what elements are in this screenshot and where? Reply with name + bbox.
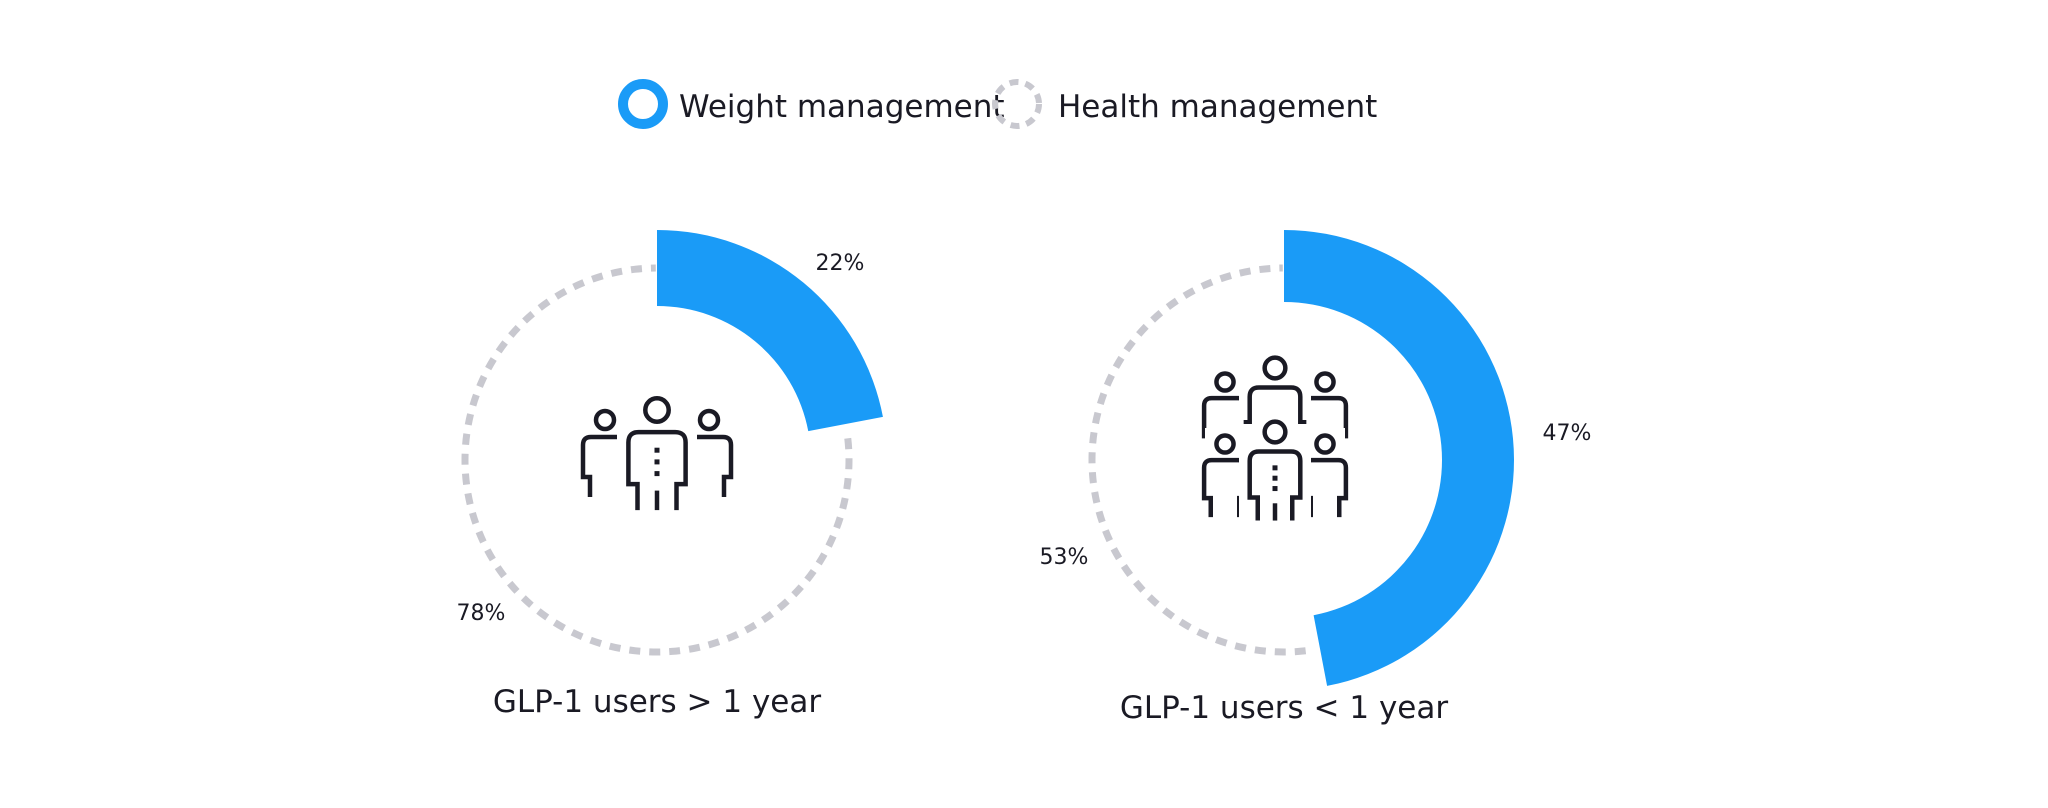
legend-weight-swatch <box>618 79 668 129</box>
health-management-arc <box>461 264 853 656</box>
weight-management-arc <box>1284 230 1514 686</box>
weight-management-arc <box>657 230 883 432</box>
group-of-six-people-icon <box>1201 355 1349 564</box>
weight-percent-label: 47% <box>1543 421 1592 446</box>
legend-health-swatch <box>992 79 1042 129</box>
health-management-arc <box>1088 264 1307 656</box>
legend-weight-label: Weight management <box>679 89 1005 125</box>
legend: Weight management Health management <box>618 79 1377 129</box>
group-of-three-people-icon <box>580 396 734 545</box>
donut-title: GLP-1 users < 1 year <box>1120 690 1449 726</box>
weight-percent-label: 22% <box>816 251 865 276</box>
donut-chart: 47% 53% GLP-1 users < 1 year <box>1040 230 1592 726</box>
health-percent-label: 78% <box>457 601 506 626</box>
donut-chart: 22% 78% GLP-1 users > 1 year <box>457 230 883 720</box>
donut-title: GLP-1 users > 1 year <box>493 684 822 720</box>
legend-health-label: Health management <box>1058 89 1377 125</box>
health-percent-label: 53% <box>1040 545 1089 570</box>
